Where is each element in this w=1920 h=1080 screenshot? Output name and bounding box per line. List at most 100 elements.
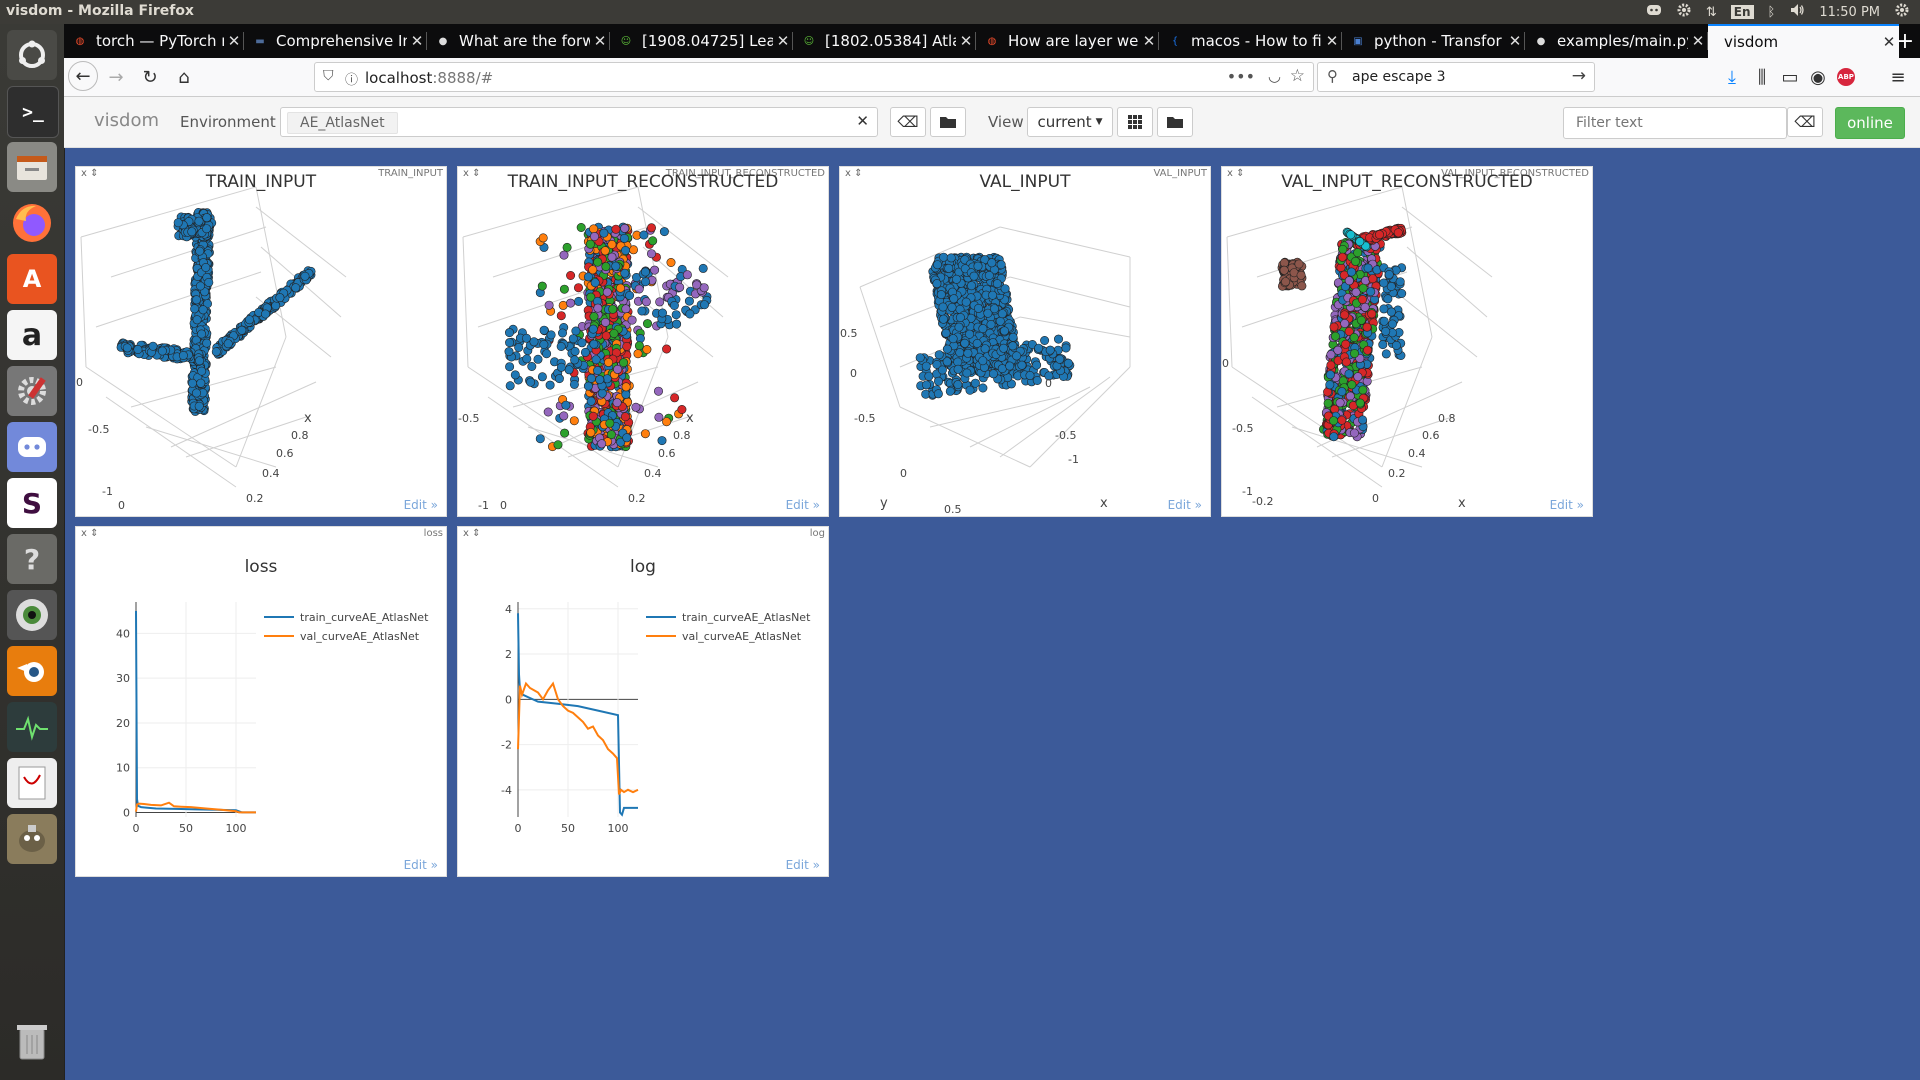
pane-close-drag-controls[interactable]: x ⇕ xyxy=(463,528,481,539)
pane-val-input-reconstructed[interactable]: x ⇕ VAL_INPUT_RECONSTRUCTED 0 -0.5 -1 -0.2 0 0.… xyxy=(1221,166,1593,517)
software-center-icon[interactable]: A xyxy=(7,254,57,304)
browser-tab[interactable]: ▬ Comprehensive In ✕ xyxy=(244,24,427,58)
online-status-button[interactable]: online xyxy=(1835,107,1905,139)
eye-app-icon[interactable] xyxy=(7,590,57,640)
plot-canvas[interactable]: -0.5 -1 0 0.2 0.4 0.6 0.8 x xyxy=(458,167,829,517)
shield-icon[interactable]: ⛉ xyxy=(323,68,334,84)
clear-filter-eraser-button[interactable]: ⌫ xyxy=(1787,107,1823,137)
pane-close-drag-controls[interactable]: x ⇕ xyxy=(81,528,99,539)
pane-close-drag-controls[interactable]: x ⇕ xyxy=(463,168,481,179)
browser-tab[interactable]: ◍ How are layer wei ✕ xyxy=(976,24,1159,58)
library-icon[interactable]: ⫼ xyxy=(1757,66,1767,88)
edit-plot-link[interactable]: Edit » xyxy=(785,498,820,512)
keyboard-layout-indicator[interactable]: En xyxy=(1730,5,1754,19)
browser-tab[interactable]: {macos - How to fi ✕ xyxy=(1159,24,1342,58)
discord-tray-icon[interactable] xyxy=(1646,2,1662,22)
plot-canvas[interactable]: 0 -0.5 -1-0.2 0 0.20.4 0.6 0.8 x xyxy=(1222,167,1593,517)
discord-icon[interactable] xyxy=(7,422,57,472)
download-icon[interactable]: ⤓ xyxy=(1728,66,1736,88)
pocket-icon[interactable]: ◡ xyxy=(1267,67,1281,85)
legend-label[interactable]: train_curveAE_AtlasNet xyxy=(300,611,429,624)
ubuntu-dash-icon[interactable] xyxy=(7,30,57,80)
legend-label[interactable]: val_curveAE_AtlasNet xyxy=(300,630,420,643)
firefox-icon[interactable] xyxy=(7,198,57,248)
page-actions-icon[interactable]: ••• xyxy=(1226,67,1255,86)
clear-environment-icon[interactable]: ✕ xyxy=(856,112,869,130)
info-icon[interactable]: ⓘ xyxy=(345,73,359,88)
plot-canvas[interactable]: 0 10 20 30 40 0 50 100 train_curveAE_AtlasNetval… xyxy=(76,527,447,877)
legend-label[interactable]: train_curveAE_AtlasNet xyxy=(682,611,811,624)
gear-tray-icon[interactable] xyxy=(1676,2,1692,22)
close-tab-icon[interactable]: ✕ xyxy=(1142,32,1156,50)
document-viewer-icon[interactable] xyxy=(7,758,57,808)
terminal-icon[interactable]: >_ xyxy=(7,86,59,138)
pane-header[interactable]: x ⇕ log xyxy=(458,527,828,541)
plot-canvas[interactable]: 0 -0.5 -1 0 0.2 0.4 0.6 0.8 x xyxy=(76,167,447,517)
back-button[interactable]: ← xyxy=(68,61,98,91)
forward-button[interactable]: → xyxy=(108,66,124,88)
close-tab-icon[interactable]: ✕ xyxy=(959,32,973,50)
close-tab-icon[interactable]: ✕ xyxy=(227,32,241,50)
browser-tab[interactable]: ▣ python - Transfor ✕ xyxy=(1342,24,1525,58)
search-go-arrow-icon[interactable]: → xyxy=(1571,66,1586,86)
close-tab-icon[interactable]: ✕ xyxy=(1508,32,1522,50)
clear-env-eraser-button[interactable]: ⌫ xyxy=(890,107,926,137)
repack-grid-button[interactable] xyxy=(1117,107,1153,137)
filter-text-box[interactable] xyxy=(1563,107,1787,139)
browser-tab[interactable]: ◍ torch — PyTorch m ✕ xyxy=(64,24,244,58)
power-gear-icon[interactable] xyxy=(1894,2,1910,22)
plot-canvas[interactable]: -4 -2 0 2 4 0 50 100 train_curveAE_AtlasNet val_c… xyxy=(458,527,829,877)
pane-val-input[interactable]: x ⇕ VAL_INPUT 0.5 0 -0.5 0 0.5 0 -0.5 -1 y x VAL_INP… xyxy=(839,166,1211,517)
pane-log-chart[interactable]: x ⇕ log -4 -2 0 2 4 0 50 100 train_curveAE_AtlasNe… xyxy=(457,526,829,877)
close-tab-icon[interactable]: ✕ xyxy=(1325,32,1339,50)
sidebar-icon[interactable]: ▭ xyxy=(1781,66,1799,88)
pane-header[interactable]: x ⇕ TRAIN_INPUT_RECONSTRUCTED xyxy=(458,167,828,181)
pane-train-input-reconstructed[interactable]: x ⇕ TRAIN_INPUT_RECONSTRUCTED -0.5 -1 0 0.2 0.… xyxy=(457,166,829,517)
plot-canvas[interactable]: 0.5 0 -0.5 0 0.5 0 -0.5 -1 y x xyxy=(840,167,1211,517)
browser-tab[interactable]: ● examples/main.py ✕ xyxy=(1525,24,1708,58)
edit-plot-link[interactable]: Edit » xyxy=(403,498,438,512)
browser-tab[interactable]: ☺ [1908.04725] Lear ✕ xyxy=(610,24,793,58)
account-icon[interactable]: ◉ xyxy=(1810,66,1826,88)
clock[interactable]: 11:50 PM xyxy=(1819,4,1880,20)
close-tab-icon[interactable]: ✕ xyxy=(593,32,607,50)
bookmark-star-icon[interactable]: ☆ xyxy=(1289,66,1305,86)
home-button[interactable]: ⌂ xyxy=(178,66,190,88)
filter-text-input[interactable] xyxy=(1574,114,1778,132)
blender-icon[interactable] xyxy=(7,646,57,696)
pane-close-drag-controls[interactable]: x ⇕ xyxy=(1227,168,1245,179)
visdom-brand[interactable]: visdom xyxy=(94,110,160,131)
environment-selector[interactable]: AE_AtlasNet ✕ xyxy=(280,107,878,137)
manage-views-folder-button[interactable] xyxy=(1157,107,1193,137)
system-monitor-icon[interactable] xyxy=(7,702,57,752)
close-tab-icon[interactable]: ✕ xyxy=(1691,32,1705,50)
pane-close-drag-controls[interactable]: x ⇕ xyxy=(81,168,99,179)
close-tab-icon[interactable]: ✕ xyxy=(776,32,790,50)
new-tab-button[interactable]: + xyxy=(1895,28,1915,54)
environment-tag[interactable]: AE_AtlasNet xyxy=(287,112,398,134)
legend-label[interactable]: val_curveAE_AtlasNet xyxy=(682,630,802,643)
trash-icon[interactable] xyxy=(7,1016,57,1066)
pane-train-input[interactable]: x ⇕ TRAIN_INPUT 0 -0.5 -1 0 0.2 0.4 0.6 0.8 x TRAIN… xyxy=(75,166,447,517)
search-bar[interactable]: ⚲ ape escape 3 → xyxy=(1317,62,1595,92)
edit-plot-link[interactable]: Edit » xyxy=(785,858,820,872)
edit-plot-link[interactable]: Edit » xyxy=(1167,498,1202,512)
pane-header[interactable]: x ⇕ VAL_INPUT_RECONSTRUCTED xyxy=(1222,167,1592,181)
slack-icon[interactable]: S xyxy=(7,478,57,528)
system-settings-icon[interactable] xyxy=(7,366,57,416)
pane-close-drag-controls[interactable]: x ⇕ xyxy=(845,168,863,179)
files-icon[interactable] xyxy=(7,142,57,192)
menu-hamburger-icon[interactable]: ≡ xyxy=(1890,66,1906,88)
help-icon[interactable]: ? xyxy=(7,534,57,584)
url-bar[interactable]: ⛉ ⓘ localhost:8888/# ••• ◡ ☆ xyxy=(314,62,1314,92)
gimp-icon[interactable] xyxy=(7,814,57,864)
volume-icon[interactable] xyxy=(1789,2,1805,22)
reload-button[interactable]: ↻ xyxy=(142,66,158,88)
amazon-icon[interactable]: a xyxy=(7,310,57,360)
edit-plot-link[interactable]: Edit » xyxy=(403,858,438,872)
pane-loss-chart[interactable]: x ⇕ loss 0 10 20 30 40 0 50 100 train_curveAE_Atla… xyxy=(75,526,447,877)
browser-tab[interactable]: ● What are the forw ✕ xyxy=(427,24,610,58)
manage-env-folder-button[interactable] xyxy=(930,107,966,137)
adblock-icon[interactable]: ABP xyxy=(1832,63,1860,91)
browser-tab[interactable]: visdom ✕ xyxy=(1708,24,1899,58)
